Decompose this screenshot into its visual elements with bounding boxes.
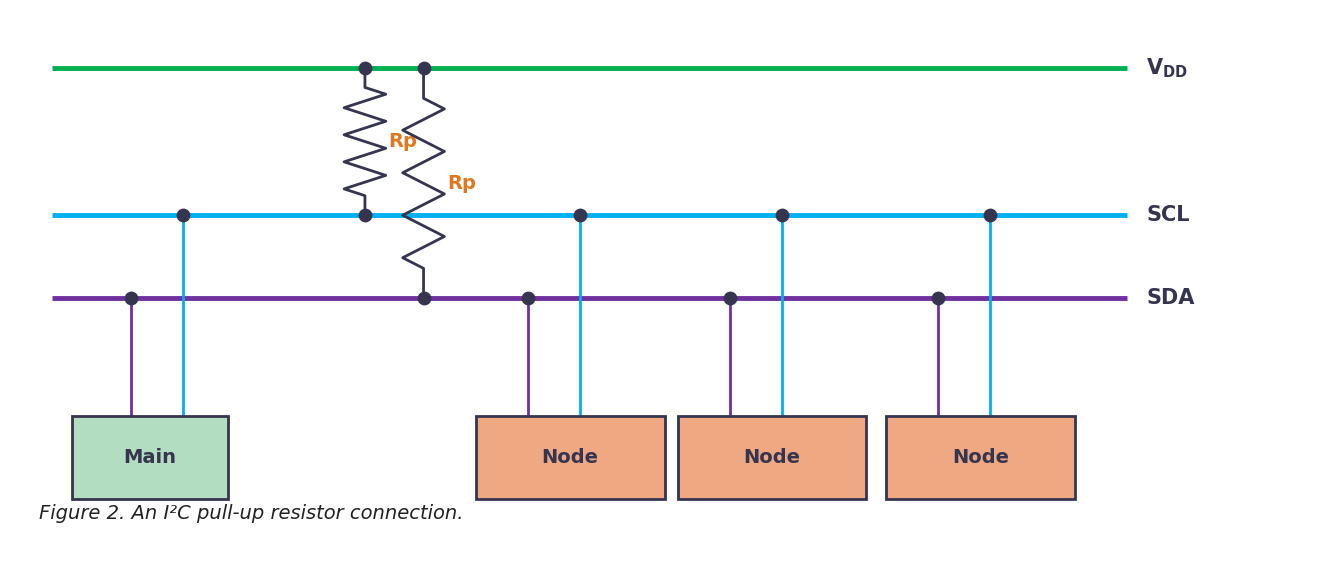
Text: $\mathbf{V_{DD}}$: $\mathbf{V_{DD}}$ xyxy=(1147,57,1188,80)
Point xyxy=(120,294,141,303)
Text: Rp: Rp xyxy=(388,132,417,151)
Text: SDA: SDA xyxy=(1147,288,1195,308)
Point xyxy=(355,210,376,219)
Point xyxy=(771,210,792,219)
FancyBboxPatch shape xyxy=(72,416,229,499)
Text: SCL: SCL xyxy=(1147,205,1189,224)
Point xyxy=(171,210,193,219)
Point xyxy=(355,64,376,73)
Point xyxy=(413,64,435,73)
Text: Node: Node xyxy=(743,448,800,467)
Point xyxy=(517,294,538,303)
Text: Figure 2. An I²C pull-up resistor connection.: Figure 2. An I²C pull-up resistor connec… xyxy=(40,504,464,523)
Text: Node: Node xyxy=(952,448,1009,467)
FancyBboxPatch shape xyxy=(886,416,1075,499)
Point xyxy=(413,294,435,303)
Point xyxy=(719,294,740,303)
Text: Node: Node xyxy=(542,448,598,467)
FancyBboxPatch shape xyxy=(476,416,664,499)
Point xyxy=(569,210,590,219)
FancyBboxPatch shape xyxy=(678,416,867,499)
Point xyxy=(928,294,949,303)
Point xyxy=(979,210,1001,219)
Text: Rp: Rp xyxy=(447,174,476,193)
Text: Main: Main xyxy=(124,448,177,467)
